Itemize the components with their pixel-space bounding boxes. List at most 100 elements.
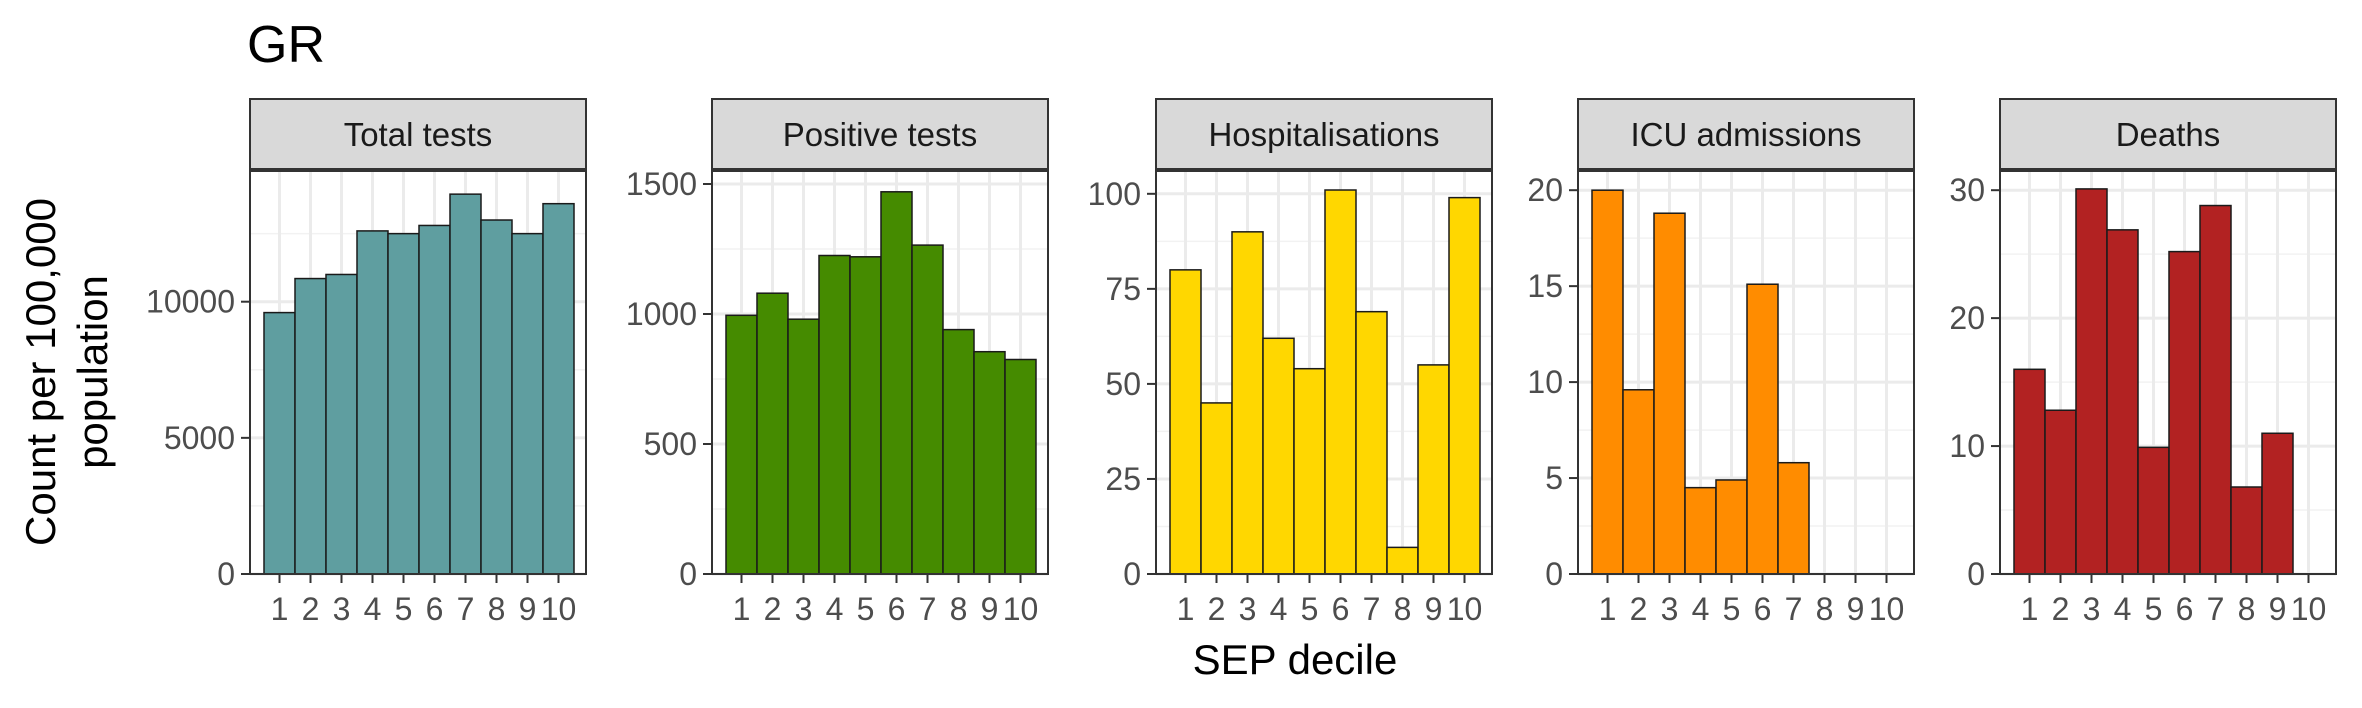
y-tick-label: 1000 [626, 296, 697, 332]
y-tick-label: 5000 [164, 420, 235, 456]
y-tick-label: 20 [1527, 172, 1563, 208]
x-tick-label: 8 [1394, 591, 1412, 627]
x-tick-label: 10 [1447, 591, 1483, 627]
y-tick-label: 25 [1105, 461, 1141, 497]
chart-title: GR [247, 16, 325, 74]
bar-1 [2013, 368, 2046, 575]
x-tick-label: 3 [333, 591, 351, 627]
bar-10 [1004, 358, 1037, 575]
x-tick-label: 9 [1847, 591, 1865, 627]
panel-border [1999, 170, 2337, 575]
panel-2: Hospitalisations 0 25 50 75 100 1 2 3 4 5 6 7 8 9 10 [1088, 98, 1493, 627]
x-tick-label: 3 [1661, 591, 1679, 627]
x-tick-label: 2 [1630, 591, 1648, 627]
x-tick-label: 10 [1003, 591, 1039, 627]
x-tick-label: 1 [1177, 591, 1195, 627]
facet-strip [711, 98, 1049, 170]
x-axis-title: SEP decile [1193, 636, 1398, 683]
bar-8 [2230, 486, 2263, 575]
bar-7 [2199, 204, 2232, 575]
bar-5 [1293, 367, 1326, 575]
facet-strip-label: Deaths [2116, 116, 2221, 153]
y-tick-label: 10000 [146, 284, 235, 320]
x-tick-label: 2 [2052, 591, 2070, 627]
bar-10 [542, 202, 575, 575]
bar-6 [1746, 283, 1779, 575]
facet-strip [1155, 98, 1493, 170]
y-tick-label: 100 [1088, 176, 1141, 212]
x-tick-label: 8 [1816, 591, 1834, 627]
bar-2 [294, 277, 327, 575]
x-tick-label: 7 [1785, 591, 1803, 627]
facet-strip-label: Positive tests [783, 116, 977, 153]
x-tick-label: 4 [1692, 591, 1710, 627]
panel-border [1577, 170, 1915, 575]
bar-1 [1591, 189, 1624, 575]
x-tick-label: 7 [919, 591, 937, 627]
x-tick-label: 5 [395, 591, 413, 627]
bar-7 [1355, 310, 1388, 575]
x-tick-label: 5 [1723, 591, 1741, 627]
bar-4 [2106, 229, 2139, 575]
bar-8 [1386, 546, 1419, 575]
bar-4 [818, 254, 851, 575]
facet-strip [1577, 98, 1915, 170]
x-tick-label: 4 [364, 591, 382, 627]
x-tick-label: 5 [1301, 591, 1319, 627]
bar-3 [787, 318, 820, 575]
bar-10 [1448, 196, 1481, 575]
x-tick-label: 9 [1425, 591, 1443, 627]
y-tick-label: 5 [1545, 460, 1563, 496]
y-tick-label: 20 [1949, 300, 1985, 336]
y-tick-label: 0 [1123, 556, 1141, 592]
y-tick-label: 0 [1545, 556, 1563, 592]
bar-5 [387, 232, 420, 575]
x-tick-label: 10 [1869, 591, 1905, 627]
bar-7 [1777, 461, 1810, 575]
bar-1 [1169, 269, 1202, 575]
x-tick-label: 3 [1239, 591, 1257, 627]
x-tick-label: 2 [1208, 591, 1226, 627]
bar-4 [1684, 486, 1717, 575]
panel-border [711, 170, 1049, 575]
bar-2 [1622, 389, 1655, 575]
x-tick-label: 1 [2021, 591, 2039, 627]
y-tick-label: 1500 [626, 166, 697, 202]
x-tick-label: 8 [488, 591, 506, 627]
facet-strip [1999, 98, 2337, 170]
x-tick-label: 6 [888, 591, 906, 627]
y-tick-label: 0 [679, 556, 697, 592]
bar-2 [756, 292, 789, 575]
x-tick-label: 8 [2238, 591, 2256, 627]
x-tick-label: 9 [2269, 591, 2287, 627]
bar-6 [418, 224, 451, 575]
x-tick-label: 3 [795, 591, 813, 627]
x-tick-label: 5 [857, 591, 875, 627]
bar-9 [511, 232, 544, 575]
x-tick-label: 10 [2291, 591, 2327, 627]
x-tick-label: 4 [1270, 591, 1288, 627]
y-tick-label: 500 [644, 426, 697, 462]
bar-5 [1715, 479, 1748, 575]
x-tick-label: 10 [541, 591, 577, 627]
x-tick-label: 2 [302, 591, 320, 627]
x-tick-label: 9 [519, 591, 537, 627]
panel-border [249, 170, 587, 575]
y-tick-label: 15 [1527, 268, 1563, 304]
bar-5 [849, 256, 882, 575]
bar-9 [1417, 364, 1450, 575]
bar-3 [1653, 212, 1686, 575]
bar-8 [480, 219, 513, 575]
y-tick-label: 75 [1105, 271, 1141, 307]
bar-6 [2168, 250, 2201, 575]
x-tick-label: 9 [981, 591, 999, 627]
bar-3 [1231, 231, 1264, 575]
bar-2 [2044, 409, 2077, 575]
panel-1: Positive tests 0 500 1000 1500 1 2 3 4 5 6 7 8 9 10 [626, 98, 1049, 627]
bar-4 [1262, 337, 1295, 575]
facet-strip-label: Hospitalisations [1208, 116, 1439, 153]
